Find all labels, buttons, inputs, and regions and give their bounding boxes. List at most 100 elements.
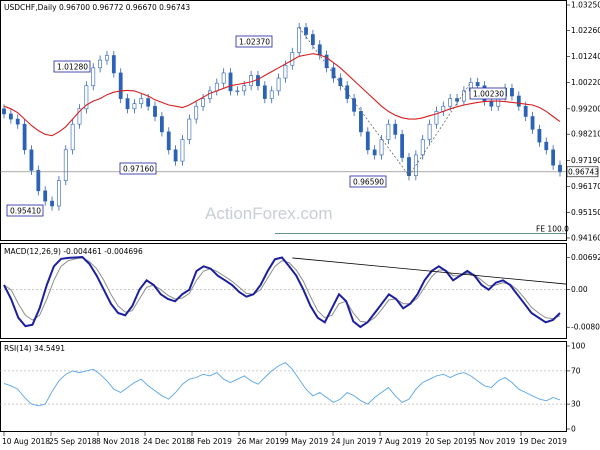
macd-label: MACD(12,26,9) -0.004461 -0.004696 <box>4 247 143 256</box>
candle-body <box>530 116 535 130</box>
candle-body <box>180 139 185 162</box>
candle-body <box>166 131 171 151</box>
candle-body <box>8 113 13 120</box>
candle-body <box>338 77 343 87</box>
x-tick-label: 24 Jun 2019 <box>331 437 376 446</box>
candle-body <box>214 82 219 92</box>
x-tick-label: 8 Feb 2019 <box>190 437 232 446</box>
rsi-tick-label: 30 <box>571 400 581 409</box>
candle-body <box>372 149 377 156</box>
candle-body <box>77 108 82 125</box>
candle-body <box>551 149 556 166</box>
macd-axis: 0.006927 0.00 -0.008049 <box>566 253 600 332</box>
macd-panel-frame <box>0 243 567 339</box>
moving-average-line <box>3 53 561 137</box>
macd-tick-label: 0.00 <box>571 285 588 294</box>
candle-body <box>427 123 432 140</box>
candle-body <box>194 105 199 120</box>
trendline <box>298 27 410 176</box>
candle-body <box>105 55 109 61</box>
candle-body <box>379 139 384 156</box>
candle-body <box>118 72 123 99</box>
candle-body <box>269 90 274 99</box>
symbol-header: USDCHF,Daily 0.96700 0.96772 0.96670 0.9… <box>4 3 190 12</box>
x-tick-label: 8 Nov 2018 <box>96 437 139 446</box>
candle-body <box>537 129 542 143</box>
price-tick-label: 0.96170 <box>571 182 600 191</box>
rsi-tick-label: 100 <box>571 342 586 351</box>
macd-signal-line <box>3 257 561 323</box>
candle-body <box>331 67 336 79</box>
candle-body <box>125 98 130 110</box>
candle-body <box>276 77 281 92</box>
x-tick-label: 19 Dec 2019 <box>519 437 567 446</box>
macd-tick-label: 0.006927 <box>571 253 600 262</box>
candle-body <box>139 98 144 104</box>
x-tick-label: 10 Aug 2018 <box>2 437 50 446</box>
candle-body <box>462 90 466 102</box>
x-tick-label: 26 Mar 2019 <box>237 437 285 446</box>
candle-body <box>365 131 370 151</box>
candle-body <box>359 111 363 133</box>
trendline <box>408 82 472 176</box>
annotation-box <box>119 162 157 175</box>
current-price-value: 0.96743 <box>568 167 599 176</box>
x-tick-label: 9 May 2019 <box>284 437 328 446</box>
macd-tick-label: -0.008049 <box>571 323 600 332</box>
price-tick-label: 0.99200 <box>571 104 600 113</box>
annotation-box <box>469 87 507 100</box>
fib-label: FE 100.0 <box>536 224 569 233</box>
price-axis: 1.03250 1.02260 1.01240 1.00220 0.99200 0.982… <box>566 1 600 243</box>
candle-body <box>393 123 398 135</box>
candle-body <box>510 88 514 97</box>
candle-body <box>29 149 34 171</box>
trendlines <box>298 27 472 176</box>
x-tick-label: 24 Dec 2018 <box>143 437 191 446</box>
candle-body <box>310 34 315 46</box>
candle-body <box>434 111 439 125</box>
candle-body <box>324 54 329 69</box>
candle-body <box>516 95 521 107</box>
candle-body <box>173 149 178 162</box>
candle-body <box>262 85 267 99</box>
price-panel-frame <box>0 0 567 241</box>
candle-body <box>256 75 260 87</box>
candle-body <box>221 72 226 84</box>
price-tick-label: 0.94160 <box>571 234 600 243</box>
candle-body <box>146 98 151 107</box>
price-tick-label: 1.00220 <box>571 78 600 87</box>
rsi-line <box>3 362 561 407</box>
annotation-label: 0.97160 <box>123 165 154 174</box>
candle-body <box>50 200 54 207</box>
candle-body <box>70 123 75 151</box>
rsi-label: RSI(14) 34.5491 <box>4 344 65 353</box>
candle-body <box>15 118 20 125</box>
price-tick-label: 0.97190 <box>571 156 600 165</box>
candle-body <box>523 105 528 117</box>
annotation-label: 1.01280 <box>57 63 88 72</box>
candle-body <box>208 90 212 99</box>
candle-body <box>249 75 254 87</box>
candle-body <box>187 118 192 140</box>
macd-line <box>3 255 561 329</box>
x-tick-label: 7 Aug 2019 <box>378 437 421 446</box>
candle-body <box>235 90 240 92</box>
candle-body <box>489 100 494 107</box>
candle-body <box>84 85 89 110</box>
candle-body <box>448 98 453 107</box>
candle-body <box>304 27 308 35</box>
annotation-label: 1.02370 <box>239 38 270 47</box>
candle-body <box>407 157 411 177</box>
watermark: ActionForex.com <box>205 204 333 223</box>
rsi-axis: 100 70 30 0 <box>0 342 586 434</box>
candle-body <box>386 123 391 140</box>
price-tick-label: 1.03250 <box>571 1 600 10</box>
candle-body <box>98 59 102 69</box>
rsi-tick-label: 70 <box>571 366 581 375</box>
macd-trendline <box>292 257 567 285</box>
candle-body <box>43 190 48 202</box>
candle-body <box>153 105 157 117</box>
candle-body <box>2 108 6 115</box>
candle-body <box>22 123 27 151</box>
